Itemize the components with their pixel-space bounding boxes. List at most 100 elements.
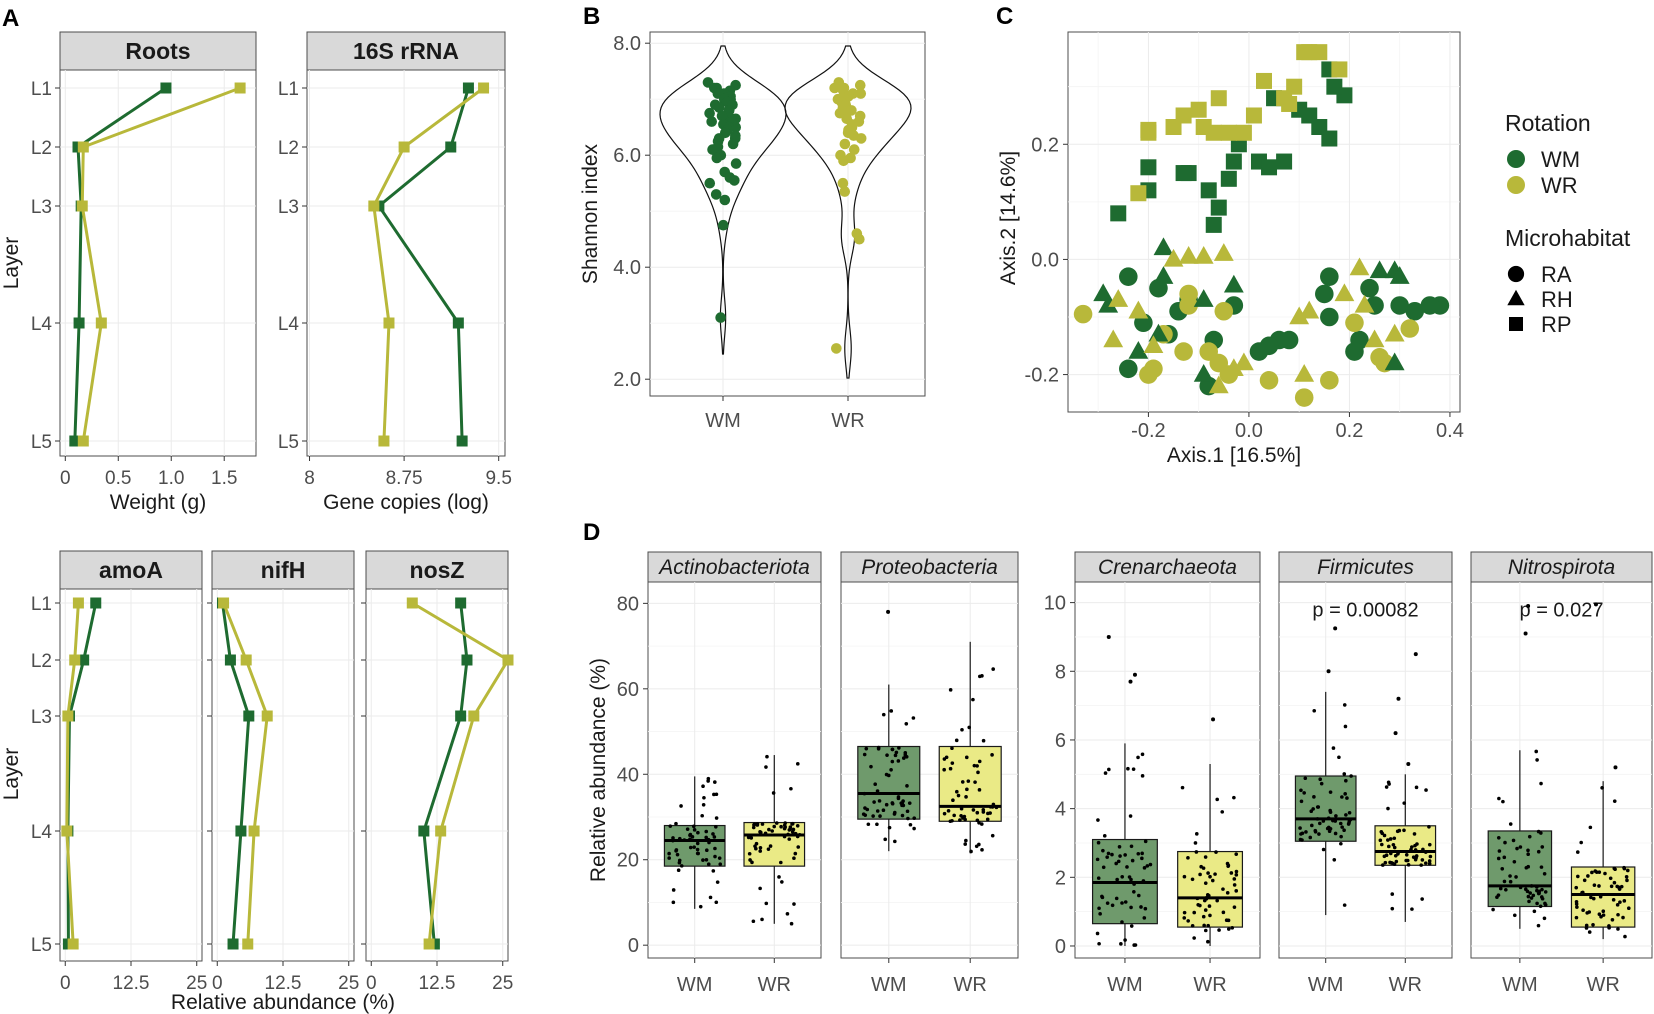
ordination-point-WM-RA — [1315, 284, 1334, 304]
jitter-point — [1622, 866, 1627, 871]
ordination-point-WR-RP — [1210, 90, 1227, 107]
jitter-point — [704, 857, 709, 862]
jitter-point — [977, 759, 982, 764]
y-tick-label: 80 — [617, 593, 639, 615]
jitter-point — [1140, 851, 1144, 856]
jitter-point — [1096, 840, 1101, 845]
jitter-point — [1612, 799, 1617, 803]
jitter-point — [963, 842, 968, 846]
jitter-point — [793, 831, 798, 836]
jitter-point — [1515, 846, 1519, 851]
jitter-point — [1331, 818, 1335, 823]
jitter-point — [711, 869, 716, 873]
jitter-point — [797, 833, 802, 837]
jitter-point — [752, 823, 756, 827]
series-point-WM — [227, 938, 239, 950]
jitter-point — [1214, 850, 1218, 854]
series-point-WR — [478, 82, 490, 94]
layer-tick-label: L4 — [278, 314, 300, 335]
jitter-point — [779, 860, 783, 865]
jitter-point — [967, 725, 972, 730]
panel-letter-a: A — [2, 5, 19, 32]
jitter-point — [1384, 785, 1389, 789]
jitter-point — [966, 779, 971, 783]
jitter-point — [964, 838, 968, 843]
jitter-point — [1326, 825, 1331, 830]
outlier-point — [1132, 672, 1137, 677]
jitter-point — [1229, 871, 1234, 875]
data-point-WR — [838, 155, 849, 167]
jitter-point — [765, 754, 769, 759]
jitter-point — [972, 763, 977, 768]
outlier-point — [1406, 761, 1411, 766]
jitter-point — [1415, 842, 1419, 846]
jitter-point — [1527, 834, 1532, 839]
jitter-point — [1180, 785, 1185, 790]
jitter-point — [1312, 795, 1316, 799]
jitter-point — [758, 886, 762, 891]
jitter-point — [981, 807, 986, 812]
jitter-point — [1601, 913, 1606, 917]
jitter-point — [713, 846, 717, 851]
jitter-point — [873, 782, 878, 786]
jitter-point — [1186, 919, 1190, 923]
jitter-point — [1196, 903, 1200, 907]
jitter-point — [875, 789, 880, 793]
data-point-WR — [846, 105, 857, 116]
jitter-point — [706, 776, 711, 781]
data-point-WR — [855, 133, 867, 144]
jitter-point — [862, 791, 867, 796]
jitter-point — [1382, 833, 1387, 838]
legend-label-WM: WM — [1541, 147, 1580, 172]
ordination-point-WM-RP — [1220, 170, 1237, 187]
jitter-point — [1498, 886, 1503, 891]
facet-title: nosZ — [410, 557, 465, 583]
ordination-point-WR-RH — [1223, 358, 1244, 377]
series-point-WM — [160, 82, 172, 94]
legend-habitat-title: Microhabitat — [1505, 225, 1631, 251]
jitter-point — [863, 806, 867, 810]
jitter-point — [1579, 840, 1583, 845]
jitter-point — [785, 912, 790, 916]
jitter-point — [974, 844, 979, 849]
plot-panel — [306, 69, 506, 457]
jitter-point — [883, 837, 888, 842]
jitter-point — [1592, 883, 1597, 887]
jitter-point — [1589, 895, 1593, 900]
jitter-point — [751, 919, 756, 924]
legend-rotation-title: Rotation — [1505, 110, 1591, 136]
jitter-point — [714, 792, 719, 797]
data-point-WM — [710, 189, 722, 200]
jitter-point — [988, 811, 992, 815]
jitter-point — [1394, 859, 1399, 864]
jitter-point — [950, 818, 954, 823]
jitter-point — [1384, 853, 1389, 858]
facet-strip — [365, 550, 509, 590]
jitter-point — [1318, 821, 1322, 826]
jitter-point — [988, 804, 993, 809]
jitter-point — [671, 900, 676, 905]
panel-a: Roots 0 0.5 1.0 1.5 L1 L2 L3 L4 L5 16S rRNA 8 8.75 9.… — [0, 31, 514, 1014]
jitter-point — [1221, 910, 1226, 915]
jitter-point — [905, 809, 910, 814]
layer-tick-label: L3 — [31, 707, 52, 728]
y-tick-label: 4.0 — [613, 257, 641, 279]
facet-strip — [1074, 551, 1261, 583]
jitter-point — [1616, 927, 1620, 931]
ordination-point-WM-RH — [1153, 237, 1174, 256]
jitter-point — [1192, 936, 1196, 940]
jitter-point — [950, 761, 955, 765]
jitter-point — [711, 832, 715, 836]
jitter-point — [1575, 905, 1579, 909]
roots-x-axis-title: Weight (g) — [110, 491, 206, 514]
jitter-point — [977, 788, 982, 792]
jitter-point — [1427, 861, 1432, 866]
data-point-WR — [839, 186, 851, 197]
ordination-point-WR-RP — [1235, 124, 1252, 141]
jitter-point — [1190, 877, 1195, 882]
ordination-point-WM-RP — [1110, 205, 1127, 222]
ordination-point-WR-RH — [1349, 257, 1370, 276]
jitter-point — [1611, 898, 1616, 902]
jitter-point — [981, 738, 986, 743]
series-point-WR — [468, 710, 480, 722]
